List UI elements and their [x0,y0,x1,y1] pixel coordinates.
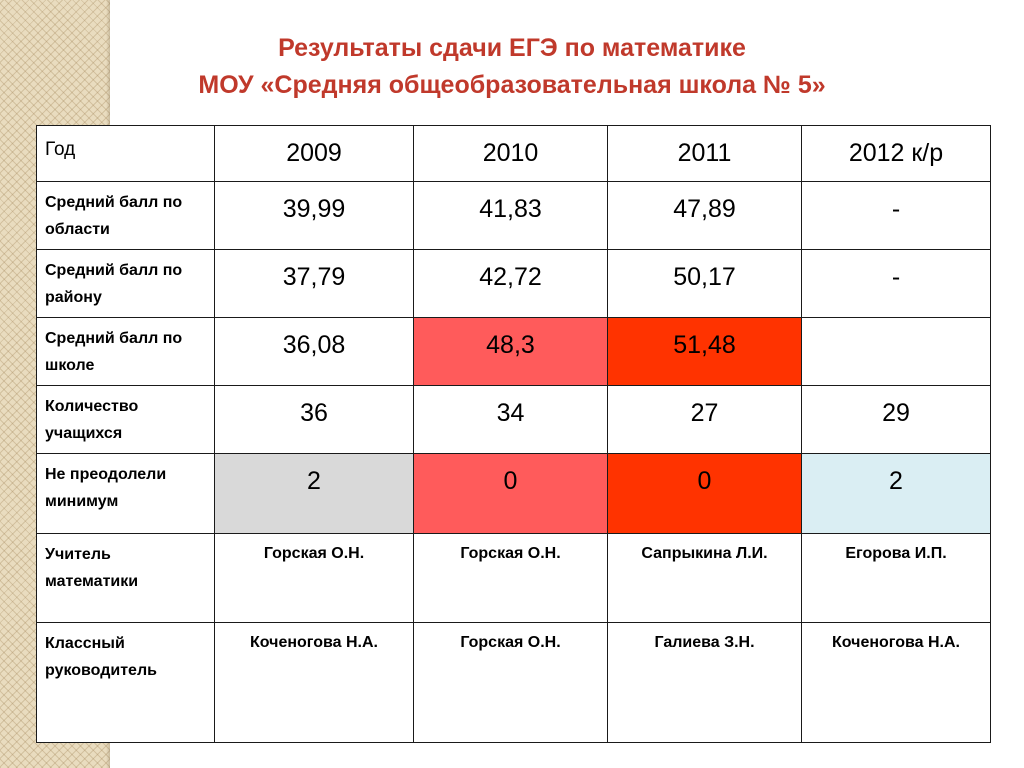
table-row-below-minimum: Не преодолели минимум 2 0 0 2 [36,453,991,534]
table-header-row: Год 2009 2010 2011 2012 к/р [36,125,991,182]
table-cell: Егорова И.П. [801,533,991,623]
table-row-class-teacher: Классный руководитель Коченогова Н.А. Го… [36,622,991,743]
table-row-school-average: Средний балл по школе 36,08 48,3 51,48 [36,317,991,386]
results-table: Год 2009 2010 2011 2012 к/р Средний балл… [36,125,991,743]
table-cell-highlighted: 2 [214,453,414,534]
table-cell: 50,17 [607,249,802,318]
header-year-2011: 2011 [607,125,802,182]
row-label: Количество учащихся [36,385,215,454]
page-subtitle: МОУ «Средняя общеобразовательная школа №… [198,71,826,99]
table-cell: 34 [413,385,608,454]
table-cell [801,317,991,386]
table-cell-highlighted: 0 [413,453,608,534]
table-cell: 37,79 [214,249,414,318]
table-cell: Горская О.Н. [413,622,608,743]
row-label: Не преодолели минимум [36,453,215,534]
table-cell: 39,99 [214,181,414,250]
table-cell: Горская О.Н. [214,533,414,623]
table-row-student-count: Количество учащихся 36 34 27 29 [36,385,991,454]
table-cell: 41,83 [413,181,608,250]
table-cell: 47,89 [607,181,802,250]
table-row-math-teacher: Учитель математики Горская О.Н. Горская … [36,533,991,623]
header-label-year: Год [36,125,215,182]
table-cell: 29 [801,385,991,454]
table-cell-highlighted: 48,3 [413,317,608,386]
table-cell: - [801,249,991,318]
table-cell: 36 [214,385,414,454]
table-cell-highlighted: 51,48 [607,317,802,386]
table-cell: - [801,181,991,250]
row-label: Классный руководитель [36,622,215,743]
table-row-district-average: Средний балл по району 37,79 42,72 50,17… [36,249,991,318]
header-year-2009: 2009 [214,125,414,182]
table-cell: Коченогова Н.А. [801,622,991,743]
table-cell: Коченогова Н.А. [214,622,414,743]
table-cell-highlighted: 2 [801,453,991,534]
row-label: Средний балл по району [36,249,215,318]
table-cell: 42,72 [413,249,608,318]
table-cell: Горская О.Н. [413,533,608,623]
table-row-region-average: Средний балл по области 39,99 41,83 47,8… [36,181,991,250]
table-cell: Сапрыкина Л.И. [607,533,802,623]
header-year-2010: 2010 [413,125,608,182]
row-label: Учитель математики [36,533,215,623]
row-label: Средний балл по области [36,181,215,250]
table-cell-highlighted: 0 [607,453,802,534]
page-title: Результаты сдачи ЕГЭ по математике [278,34,746,62]
table-cell: 27 [607,385,802,454]
table-cell: Галиева З.Н. [607,622,802,743]
row-label: Средний балл по школе [36,317,215,386]
header-year-2012: 2012 к/р [801,125,991,182]
table-cell: 36,08 [214,317,414,386]
